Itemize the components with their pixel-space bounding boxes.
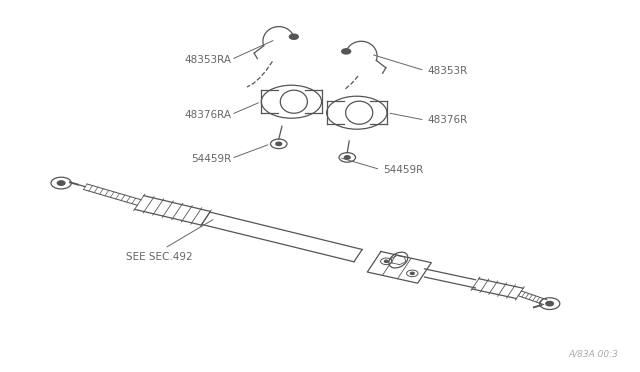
Text: SEE SEC.492: SEE SEC.492 <box>127 253 193 263</box>
Text: 48376RA: 48376RA <box>184 109 231 119</box>
Circle shape <box>58 181 65 185</box>
Text: 48353RA: 48353RA <box>184 55 231 65</box>
Circle shape <box>546 301 554 306</box>
Text: 48376R: 48376R <box>428 115 468 125</box>
Circle shape <box>385 260 388 262</box>
Circle shape <box>342 49 351 54</box>
Text: A/83A 00:3: A/83A 00:3 <box>568 349 618 358</box>
Text: 48353R: 48353R <box>428 65 468 76</box>
Circle shape <box>344 156 350 159</box>
Text: 54459R: 54459R <box>383 164 424 174</box>
Circle shape <box>289 34 298 39</box>
Circle shape <box>410 272 414 275</box>
Circle shape <box>276 142 282 145</box>
Text: 54459R: 54459R <box>191 154 231 164</box>
